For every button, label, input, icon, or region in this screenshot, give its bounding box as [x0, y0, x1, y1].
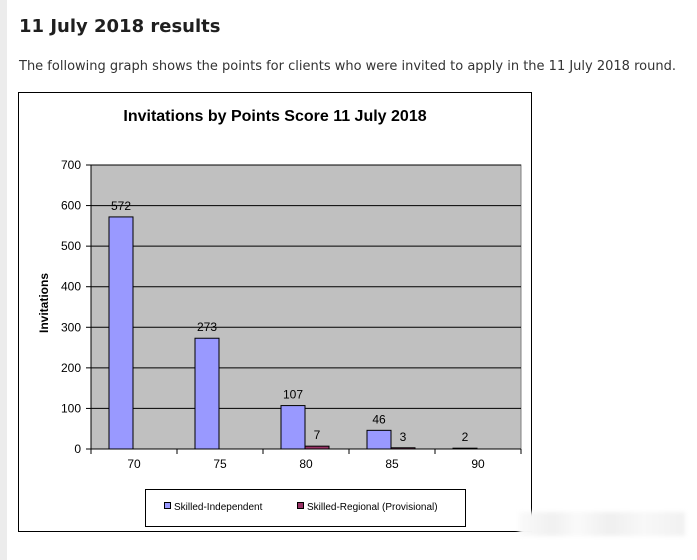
- bar-skilled-independent: [280, 405, 306, 450]
- x-tick-label: 90: [471, 457, 485, 471]
- bar-chart-svg: 0 100 200 300 400 500 600 700 70 572 75 273 80 107 7 85…: [61, 158, 522, 471]
- y-tick-label: 100: [61, 401, 81, 415]
- legend-item-skilled-regional: Skilled-Regional (Provisional): [297, 502, 438, 513]
- bar-skilled-independent: [108, 216, 134, 450]
- data-label: 3: [400, 430, 407, 444]
- data-label: 7: [314, 428, 321, 442]
- section-heading: 11 July 2018 results: [19, 16, 221, 37]
- bar-skilled-regional: [304, 445, 330, 450]
- bar-skilled-independent: [194, 337, 220, 450]
- x-tick-label: 85: [385, 457, 399, 471]
- legend-swatch-skilled-independent: [164, 502, 171, 509]
- data-label: 2: [462, 430, 469, 444]
- y-tick-label: 700: [61, 158, 81, 172]
- chart-container: Invitations by Points Score 11 July 2018…: [18, 92, 532, 532]
- x-tick-label: 80: [299, 457, 313, 471]
- blurred-watermark: [519, 512, 685, 536]
- plot-area: [90, 164, 522, 450]
- y-tick-label: 0: [74, 442, 81, 456]
- legend-item-skilled-independent: Skilled-Independent: [164, 502, 262, 513]
- data-label: 273: [197, 320, 217, 334]
- bar-skilled-regional: [390, 447, 416, 450]
- y-tick-label: 300: [61, 320, 81, 334]
- chart-title: Invitations by Points Score 11 July 2018: [123, 108, 427, 125]
- y-tick-label: 400: [61, 280, 81, 294]
- bar-skilled-independent: [366, 429, 392, 450]
- x-tick-label: 75: [213, 457, 227, 471]
- data-label: 107: [283, 388, 303, 402]
- y-tick-label: 200: [61, 361, 81, 375]
- y-tick-label: 600: [61, 199, 81, 213]
- legend-swatch-skilled-regional: [297, 502, 304, 509]
- left-sidebar-strip: [0, 0, 7, 560]
- legend-label-skilled-regional: Skilled-Regional (Provisional): [307, 502, 438, 513]
- data-label: 46: [372, 412, 386, 426]
- legend-label-skilled-independent: Skilled-Independent: [174, 502, 263, 513]
- chart-legend: Skilled-Independent Skilled-Regional (Pr…: [145, 489, 466, 527]
- intro-paragraph: The following graph shows the points for…: [19, 59, 676, 74]
- x-tick-label: 70: [127, 457, 141, 471]
- y-tick-label: 500: [61, 239, 81, 253]
- bar-skilled-independent: [452, 447, 478, 450]
- data-label: 572: [111, 199, 131, 213]
